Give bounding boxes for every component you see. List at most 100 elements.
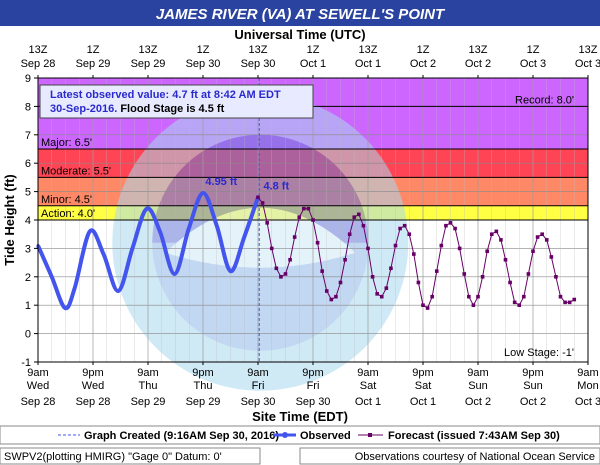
top-tick-date: Oct 2 [465, 58, 491, 70]
forecast-point [379, 294, 384, 299]
bottom-tick-time: 9pm [82, 367, 103, 379]
bottom-tick-day: Mon [577, 380, 598, 392]
top-tick-date: Sep 30 [241, 58, 276, 70]
stage-label-action: Action: 4.0' [41, 208, 95, 220]
forecast-point [540, 232, 544, 236]
top-tick-date: Sep 30 [186, 58, 221, 70]
forecast-point [347, 232, 352, 236]
forecast-point [434, 269, 439, 273]
bottom-tick-time: 9am [577, 367, 598, 379]
forecast-point [430, 294, 434, 299]
y-tick-label: 7 [25, 130, 31, 142]
top-tick-date: Oct 2 [410, 58, 436, 70]
top-tick-date: Sep 28 [21, 58, 56, 70]
bottom-tick-day: Sun [468, 380, 488, 392]
observed-point [158, 229, 162, 233]
bottom-axis-label: Site Time (EDT) [252, 409, 348, 424]
observed-point [173, 272, 177, 276]
footer-datum: SWPV2(plotting HMIRG) "Gage 0" Datum: 0' [4, 451, 222, 463]
top-tick-label: 1Z [307, 44, 320, 56]
bottom-tick-date: Oct 1 [355, 396, 381, 408]
forecast-point [297, 215, 302, 219]
bottom-tick-time: 9pm [302, 367, 323, 379]
observed-point [130, 246, 134, 250]
observed-point [187, 227, 191, 231]
top-tick-label: 1Z [417, 44, 430, 56]
forecast-point [343, 257, 347, 262]
bottom-tick-day: Sat [360, 380, 377, 392]
bottom-tick-time: 9am [137, 367, 158, 379]
top-tick-label: 13Z [469, 44, 488, 56]
bottom-tick-time: 9pm [192, 367, 213, 379]
chart-title: JAMES RIVER (VA) AT SEWELL'S POINT [156, 6, 446, 23]
footer-courtesy: Observations courtesy of National Ocean … [355, 451, 595, 463]
y-tick-label: 3 [25, 243, 31, 255]
stage-label-low-stage: Low Stage: -1' [504, 347, 574, 359]
top-tick-label: 13Z [249, 44, 268, 56]
forecast-point [467, 294, 471, 299]
top-tick-date: Oct 3 [520, 58, 546, 70]
forecast-point [357, 212, 361, 217]
top-tick-label: 13Z [579, 44, 598, 56]
forecast-point [554, 275, 558, 279]
legend-observed-label: Observed [300, 430, 351, 442]
forecast-point [453, 226, 457, 231]
y-tick-label: 2 [25, 272, 31, 284]
forecast-point [311, 218, 315, 222]
tick-labels: -1 0 1 2 3 4 5 6 7 8 9 13Z Sep 28 1Z Sep 29 13Z Sep 29 1Z… [21, 44, 600, 408]
forecast-point [306, 206, 311, 211]
forecast-point [389, 266, 393, 271]
stage-label-major: Major: 6.5' [41, 137, 92, 149]
forecast-point [522, 294, 526, 299]
forecast-point [302, 206, 306, 211]
forecast-point [279, 275, 283, 279]
y-tick-label: 5 [25, 187, 31, 199]
forecast-point [567, 300, 572, 305]
forecast-point [338, 280, 343, 285]
bottom-tick-date: Sep 29 [186, 396, 221, 408]
legend: Graph Created (9:16AM Sep 30, 2016) Obse… [0, 425, 600, 445]
bottom-tick-day: Sat [415, 380, 432, 392]
forecast-point [494, 229, 499, 234]
forecast-series-line [257, 196, 575, 309]
forecast-point [292, 235, 297, 239]
forecast-point [398, 226, 402, 231]
observed-point [63, 306, 67, 310]
y-tick-label: -1 [21, 357, 31, 369]
forecast-point [334, 294, 338, 299]
observed-point [201, 191, 205, 195]
forecast-point [503, 257, 508, 262]
forecast-point [283, 272, 288, 276]
forecast-point [485, 249, 489, 254]
y-tick-label: 9 [25, 73, 31, 85]
callout-line-1: Latest observed value: 4.7 ft at 8:42 AM… [50, 89, 281, 101]
forecast-point [370, 275, 375, 279]
bottom-tick-day: Wed [27, 380, 49, 392]
forecast-point [352, 215, 357, 219]
bottom-tick-day: Fri [307, 380, 320, 392]
bottom-tick-day: Thu [194, 380, 213, 392]
forecast-point [315, 240, 320, 245]
peak-annotation: 4.95 ft [205, 176, 237, 188]
bottom-tick-date: Sep 30 [296, 396, 331, 408]
forecast-point [444, 223, 448, 228]
bottom-tick-day: Thu [139, 380, 158, 392]
bottom-tick-time: 9pm [412, 367, 433, 379]
bottom-tick-day: Fri [252, 380, 265, 392]
forecast-point [508, 280, 512, 285]
bottom-tick-date: Sep 28 [76, 396, 111, 408]
bottom-tick-time: 9am [467, 367, 488, 379]
bottom-tick-date: Oct 2 [520, 396, 546, 408]
forecast-point [531, 249, 535, 254]
footer-left-box [0, 447, 261, 465]
forecast-point [499, 238, 503, 242]
bottom-tick-date: Oct 2 [465, 396, 491, 408]
peak-annotation: 4.8 ft [263, 180, 289, 192]
forecast-point [526, 272, 531, 276]
y-tick-label: 6 [25, 158, 31, 170]
forecast-point [462, 272, 467, 276]
top-tick-label: 13Z [359, 44, 378, 56]
top-tick-date: Oct 1 [355, 58, 381, 70]
title-bar [0, 0, 600, 26]
forecast-point [476, 294, 480, 299]
